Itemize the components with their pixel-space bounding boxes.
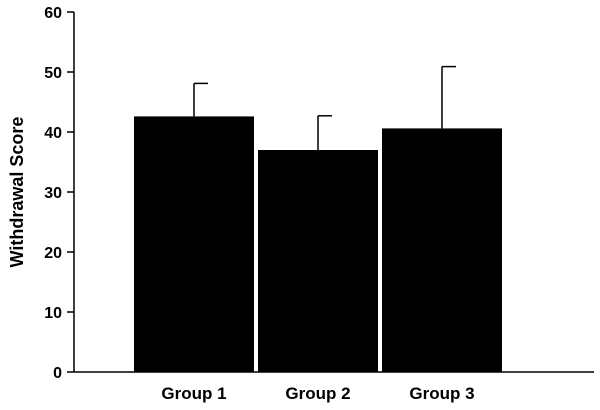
y-tick-label: 10	[44, 305, 62, 322]
bars-group	[134, 116, 502, 373]
y-tick-label: 60	[44, 5, 62, 22]
y-tick-label: 30	[44, 185, 62, 202]
bar	[258, 150, 378, 372]
bar	[382, 128, 502, 372]
y-tick-label: 40	[44, 125, 62, 142]
y-tick-label: 20	[44, 245, 62, 262]
x-category-label: Group 3	[409, 384, 474, 403]
x-category-label: Group 2	[285, 384, 350, 403]
x-labels-group: Group 1 Group 2 Group 3	[161, 384, 474, 403]
error-bars-group	[193, 65, 456, 150]
y-axis-title: Withdrawal Score	[7, 117, 27, 268]
y-tick-label: 0	[53, 365, 62, 382]
bar	[134, 116, 254, 373]
y-ticks-group: 0 10 20 30 40 50 60	[44, 5, 74, 382]
x-category-label: Group 1	[161, 384, 226, 403]
y-tick-label: 50	[44, 65, 62, 82]
